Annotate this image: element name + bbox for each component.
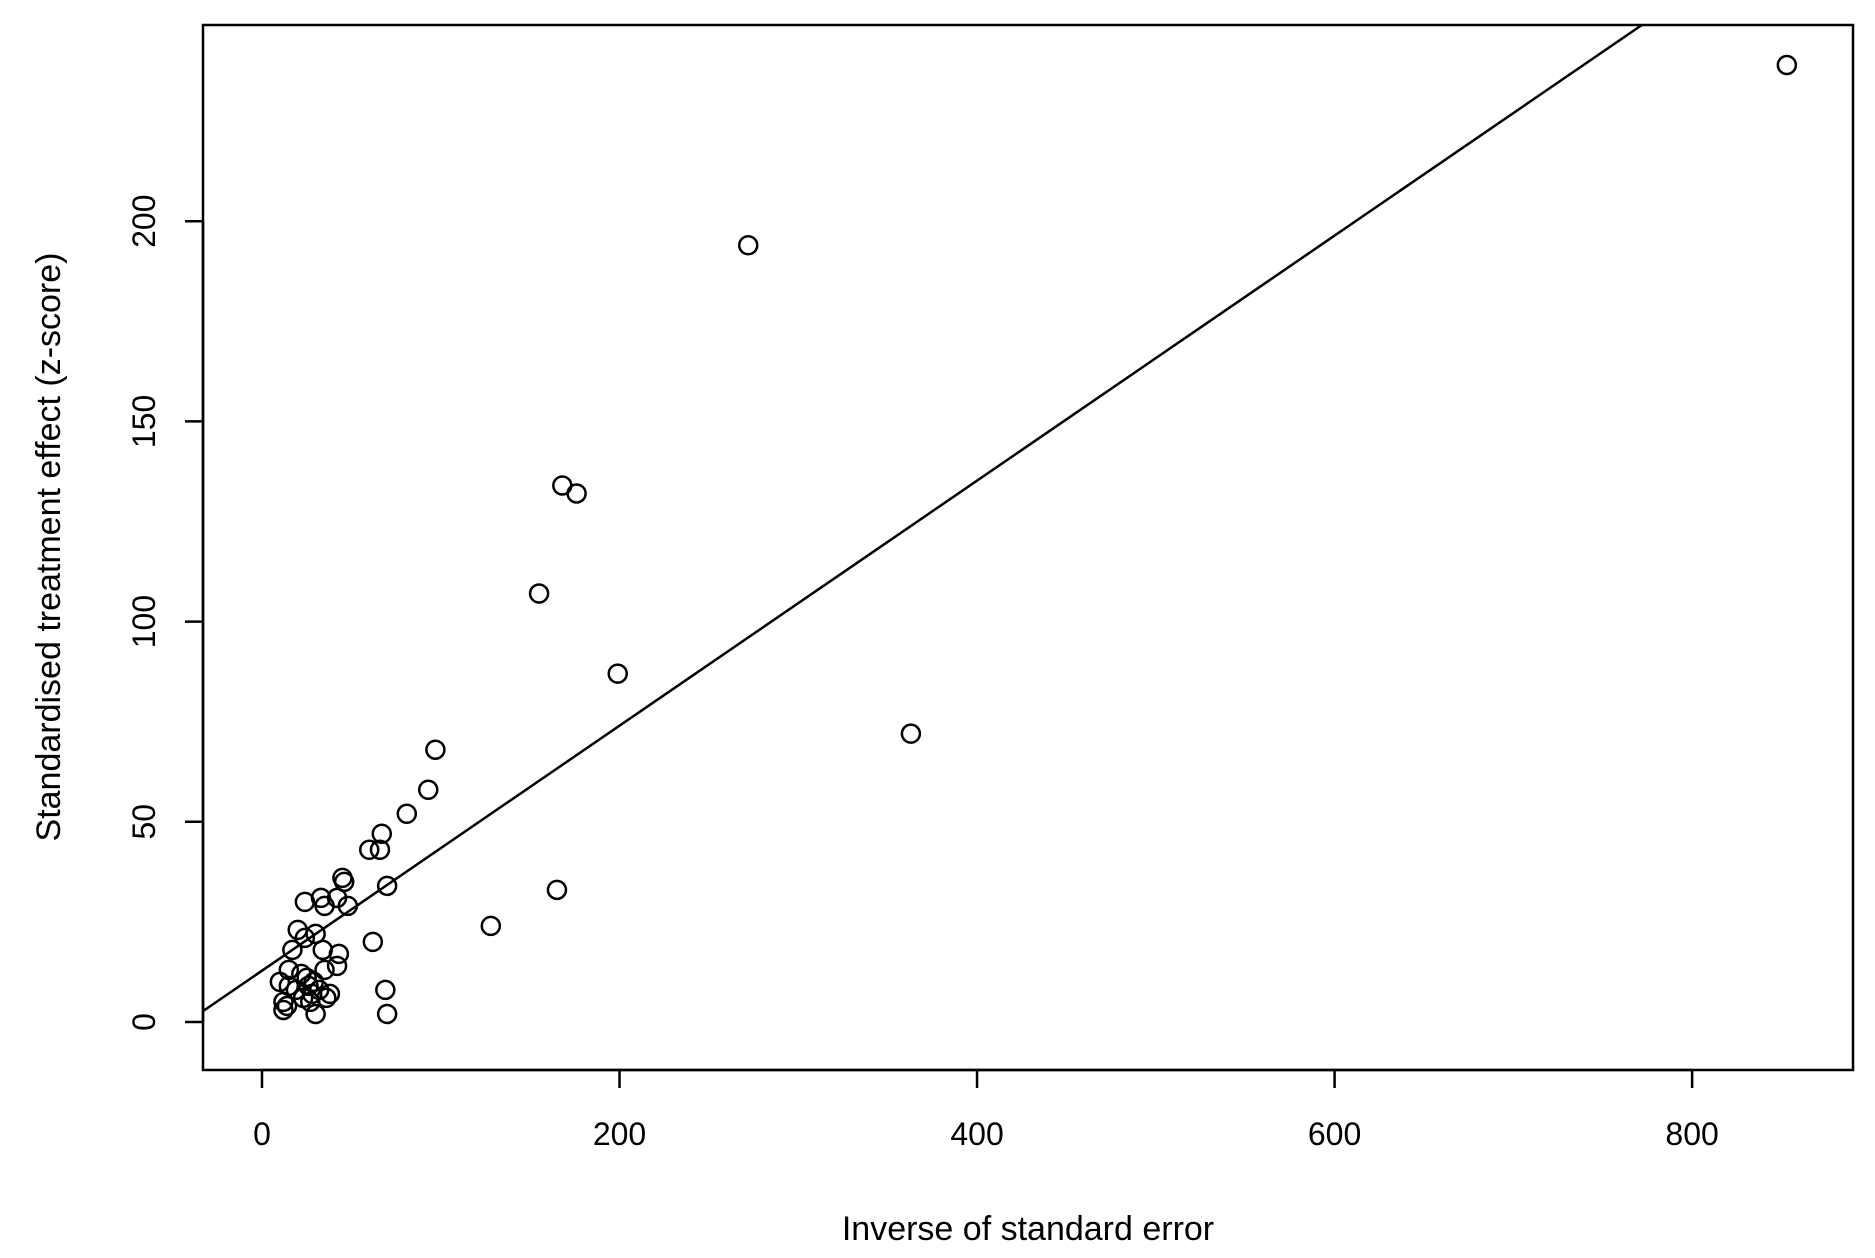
data-point — [566, 483, 587, 504]
data-point — [737, 234, 759, 256]
x-axis: 0 200 400 600 800 — [253, 1068, 1719, 1152]
y-tick-label: 100 — [126, 595, 162, 648]
data-point — [319, 983, 341, 1005]
data-point — [316, 987, 337, 1009]
data-point — [328, 943, 350, 965]
data-point — [359, 839, 380, 861]
data-point — [276, 995, 298, 1017]
data-point — [425, 739, 446, 760]
data-point — [369, 839, 391, 861]
data-point — [282, 939, 303, 961]
data-points — [269, 54, 1798, 1025]
data-point — [333, 871, 355, 893]
data-point — [314, 959, 335, 981]
data-point — [305, 1003, 326, 1025]
y-axis: 0 50 100 150 200 — [126, 194, 205, 1031]
y-tick-label: 0 — [126, 1013, 162, 1031]
data-point — [362, 931, 384, 953]
data-point — [375, 979, 396, 1001]
data-point — [278, 959, 300, 981]
data-point — [273, 999, 294, 1021]
data-point — [294, 927, 316, 949]
y-tick-label: 50 — [126, 804, 162, 840]
x-tick-label: 400 — [950, 1116, 1003, 1152]
data-point — [376, 875, 398, 897]
x-tick-label: 200 — [593, 1116, 646, 1152]
plot-frame — [201, 23, 1855, 1072]
data-point — [528, 583, 550, 604]
regression-line — [202, 23, 1643, 1013]
data-point — [337, 895, 359, 917]
data-point — [607, 663, 628, 684]
x-tick-label: 0 — [253, 1116, 271, 1152]
data-point — [326, 955, 348, 977]
data-point — [417, 779, 439, 800]
y-tick-label: 200 — [126, 194, 162, 247]
data-point — [546, 879, 568, 901]
data-point — [396, 803, 418, 825]
data-point — [900, 723, 922, 744]
y-axis-title: Standardised treatment effect (z-score) — [30, 253, 68, 842]
x-axis-title: Inverse of standard error — [842, 1210, 1214, 1248]
y-tick-label: 150 — [126, 395, 162, 448]
regression-line-group — [202, 23, 1643, 1013]
data-point — [1776, 54, 1798, 76]
data-point — [371, 823, 393, 845]
x-tick-label: 800 — [1665, 1116, 1718, 1152]
data-point — [480, 915, 502, 937]
x-tick-label: 600 — [1308, 1116, 1361, 1152]
data-point — [376, 1003, 398, 1025]
